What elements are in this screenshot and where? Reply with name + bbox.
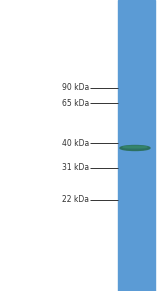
Text: 22 kDa: 22 kDa [62,196,89,205]
Ellipse shape [123,146,147,148]
Text: 65 kDa: 65 kDa [62,98,89,107]
Text: 40 kDa: 40 kDa [62,139,89,148]
Ellipse shape [120,146,150,150]
Bar [118,0,155,291]
Text: 31 kDa: 31 kDa [62,164,89,173]
Text: 90 kDa: 90 kDa [62,84,89,93]
